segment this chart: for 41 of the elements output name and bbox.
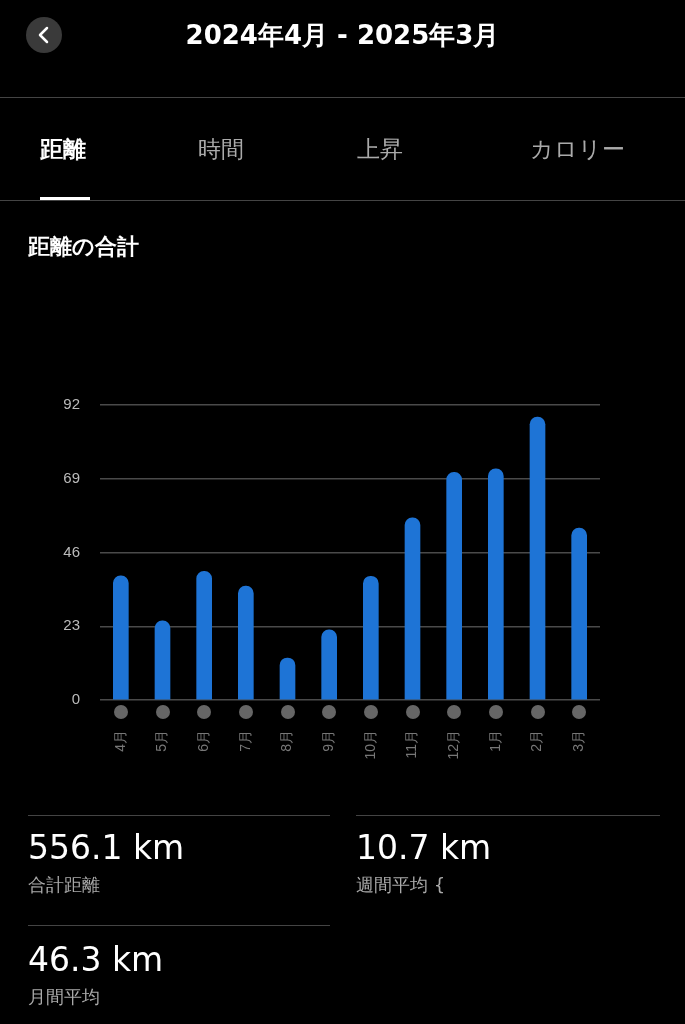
bar <box>404 517 421 700</box>
x-tick-label: 6月 <box>195 730 212 752</box>
bar <box>363 575 379 700</box>
bar <box>529 416 546 700</box>
y-tick-label: 46 <box>63 542 80 560</box>
bar <box>488 468 504 700</box>
bar <box>154 620 171 700</box>
x-tick-label: 11月 <box>403 730 420 759</box>
x-tick-label: 3月 <box>570 730 587 752</box>
x-tick-label: 1月 <box>486 730 503 752</box>
x-tick-label: 12月 <box>445 730 462 760</box>
bar <box>238 585 254 700</box>
x-tick-label: 8月 <box>278 730 295 752</box>
bar <box>279 657 296 700</box>
text: 月間平均 <box>28 985 100 1009</box>
text: 合計距離 <box>28 873 100 897</box>
bar <box>321 629 337 700</box>
x-tick-label: 10月 <box>361 730 378 760</box>
chart-title: 2024年4月 - 2025年3月 <box>184 19 501 52</box>
bar <box>446 472 462 700</box>
text: 時間 <box>198 135 244 164</box>
y-tick-label: 0 <box>71 690 80 708</box>
text: 556.1 km <box>28 828 185 867</box>
text: 10.7 km <box>356 828 492 867</box>
bar <box>196 571 212 700</box>
x-tick-label: 9月 <box>320 730 337 752</box>
text: 上昇 <box>357 135 403 164</box>
y-tick-label: 69 <box>63 468 80 486</box>
text: カロリー <box>530 135 625 164</box>
x-tick-label: 4月 <box>111 730 128 752</box>
bar <box>571 527 587 700</box>
text: 46.3 km <box>28 940 164 979</box>
text: 距離 <box>40 135 86 164</box>
chart-subtitle: 距離の合計 <box>28 233 139 261</box>
y-tick-label: 23 <box>63 616 80 634</box>
x-tick-label: 2月 <box>528 730 545 752</box>
x-tick-label: 5月 <box>153 730 170 752</box>
x-tick-label: 7月 <box>236 730 253 752</box>
y-tick-label: 92 <box>63 395 80 413</box>
text: 週間平均 { <box>356 873 446 897</box>
bar <box>113 575 129 700</box>
